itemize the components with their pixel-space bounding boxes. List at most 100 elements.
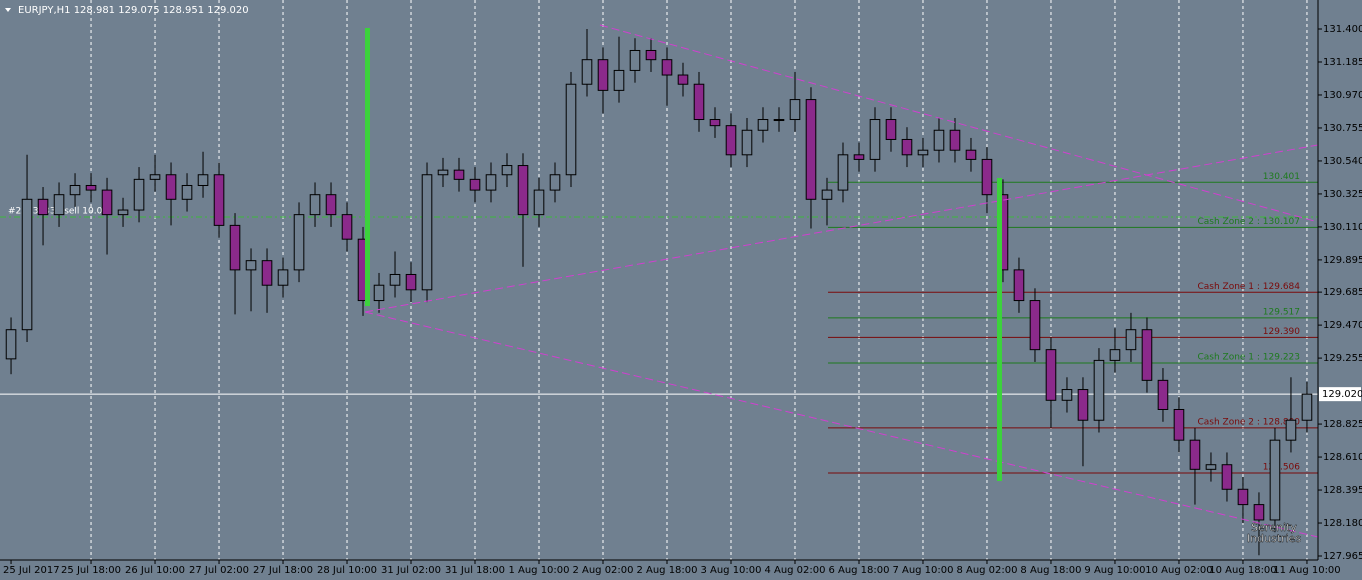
candle-body xyxy=(1157,379,1169,410)
level-label: Cash Zone 2 : 128.800 xyxy=(1197,417,1300,427)
candle-body xyxy=(821,189,833,200)
candle-body xyxy=(1077,389,1089,421)
candle-body xyxy=(53,194,65,216)
level-label: Cash Zone 2 : 130.107 xyxy=(1197,217,1300,227)
candle-body xyxy=(373,284,385,302)
candle-body xyxy=(933,129,945,151)
current-price-label: 129.020 xyxy=(1322,389,1362,400)
current-price-box xyxy=(1319,387,1361,402)
candle-body xyxy=(1237,488,1249,506)
candle-body xyxy=(677,74,689,85)
candle-body xyxy=(613,69,625,91)
y-tick-label: 129.685 xyxy=(1323,287,1362,298)
x-tick-label: 10 Aug 02:00 xyxy=(1145,565,1212,576)
candle-body xyxy=(69,184,81,196)
candle-body xyxy=(645,49,657,61)
trendline xyxy=(364,311,1319,538)
x-tick-label: 31 Jul 02:00 xyxy=(381,565,441,576)
candle-body xyxy=(1189,439,1201,470)
trendline xyxy=(599,24,1319,223)
x-tick-label: 8 Aug 02:00 xyxy=(956,565,1017,576)
y-tick-label: 128.825 xyxy=(1323,419,1362,430)
candle-body xyxy=(789,99,801,121)
candle-body xyxy=(885,119,897,140)
y-tick-label: 129.255 xyxy=(1323,353,1362,364)
candle-body xyxy=(725,125,737,156)
candle-body xyxy=(1013,269,1025,302)
x-tick-label: 26 Jul 10:00 xyxy=(125,565,185,576)
x-tick-label: 6 Aug 18:00 xyxy=(828,565,889,576)
x-tick-label: 25 Jul 2017 xyxy=(3,565,60,576)
candle-body xyxy=(565,83,577,176)
y-tick-label: 130.540 xyxy=(1323,156,1362,167)
x-tick-label: 1 Aug 10:00 xyxy=(508,565,569,576)
x-tick-label: 9 Aug 10:00 xyxy=(1084,565,1145,576)
candle-body xyxy=(1141,329,1153,381)
candle-body xyxy=(1173,408,1185,441)
y-tick-label: 129.895 xyxy=(1323,255,1362,266)
candle-body xyxy=(213,174,225,226)
level-label: Cash Zone 1 : 129.684 xyxy=(1197,282,1300,292)
y-tick-label: 127.965 xyxy=(1323,551,1362,562)
x-tick-label: 3 Aug 10:00 xyxy=(700,565,761,576)
x-tick-label: 25 Jul 18:00 xyxy=(61,565,121,576)
candle-body xyxy=(325,194,337,216)
impulse-marker xyxy=(365,28,370,306)
chart-title: EURJPY,H1 128.981 129.075 128.951 129.02… xyxy=(18,5,249,16)
candle-body xyxy=(741,129,753,156)
candle-body xyxy=(85,184,97,191)
candle-body xyxy=(37,198,49,216)
candle-body xyxy=(773,119,785,122)
trendlines xyxy=(364,24,1319,538)
y-tick-label: 128.395 xyxy=(1323,485,1362,496)
candle-body xyxy=(261,260,273,286)
x-tick-label: 8 Aug 18:00 xyxy=(1020,565,1081,576)
candle-body xyxy=(437,169,449,176)
candle-body xyxy=(405,273,417,291)
candle-body xyxy=(869,119,881,160)
x-tick-label: 27 Jul 18:00 xyxy=(253,565,313,576)
candle-body xyxy=(1221,464,1233,490)
candle-body xyxy=(517,165,529,216)
candle-body xyxy=(165,174,177,200)
level-label: Cash Zone 1 : 129.223 xyxy=(1197,353,1300,363)
level-label: 129.390 xyxy=(1263,327,1300,337)
y-tick-label: 131.185 xyxy=(1323,57,1362,68)
level-label: 129.517 xyxy=(1263,307,1300,317)
candle-body xyxy=(661,59,673,76)
candle-body xyxy=(309,194,321,216)
x-tick-label: 2 Aug 18:00 xyxy=(636,565,697,576)
candle-body xyxy=(341,214,353,240)
level-label: 128.506 xyxy=(1263,463,1300,473)
candle-body xyxy=(1253,504,1265,521)
y-tick-label: 129.470 xyxy=(1323,320,1362,331)
x-tick-label: 28 Jul 10:00 xyxy=(317,565,377,576)
candle-body xyxy=(533,189,545,216)
menu-arrow[interactable] xyxy=(5,8,11,12)
candle-body xyxy=(133,178,145,211)
candle-body xyxy=(901,138,913,156)
y-tick-label: 130.110 xyxy=(1323,222,1362,233)
candle-body xyxy=(1269,439,1281,521)
candle-body xyxy=(293,214,305,271)
x-tick-label: 7 Aug 10:00 xyxy=(892,565,953,576)
candle-body xyxy=(1093,359,1105,421)
candle-body xyxy=(629,49,641,71)
watermark: Industries xyxy=(1247,532,1302,545)
candle-body xyxy=(693,83,705,121)
candle-body xyxy=(597,59,609,91)
candles xyxy=(5,28,1313,556)
candle-body xyxy=(453,169,465,180)
x-tick-label: 27 Jul 02:00 xyxy=(189,565,249,576)
candle-body xyxy=(1061,389,1073,401)
impulse-marker xyxy=(997,178,1002,481)
candle-body xyxy=(981,158,993,196)
x-tick-label: 2 Aug 02:00 xyxy=(572,565,633,576)
candle-body xyxy=(389,273,401,286)
candle-body xyxy=(1029,300,1041,351)
y-tick-label: 130.325 xyxy=(1323,189,1362,200)
candle-body xyxy=(549,174,561,191)
candle-body xyxy=(1125,329,1137,351)
